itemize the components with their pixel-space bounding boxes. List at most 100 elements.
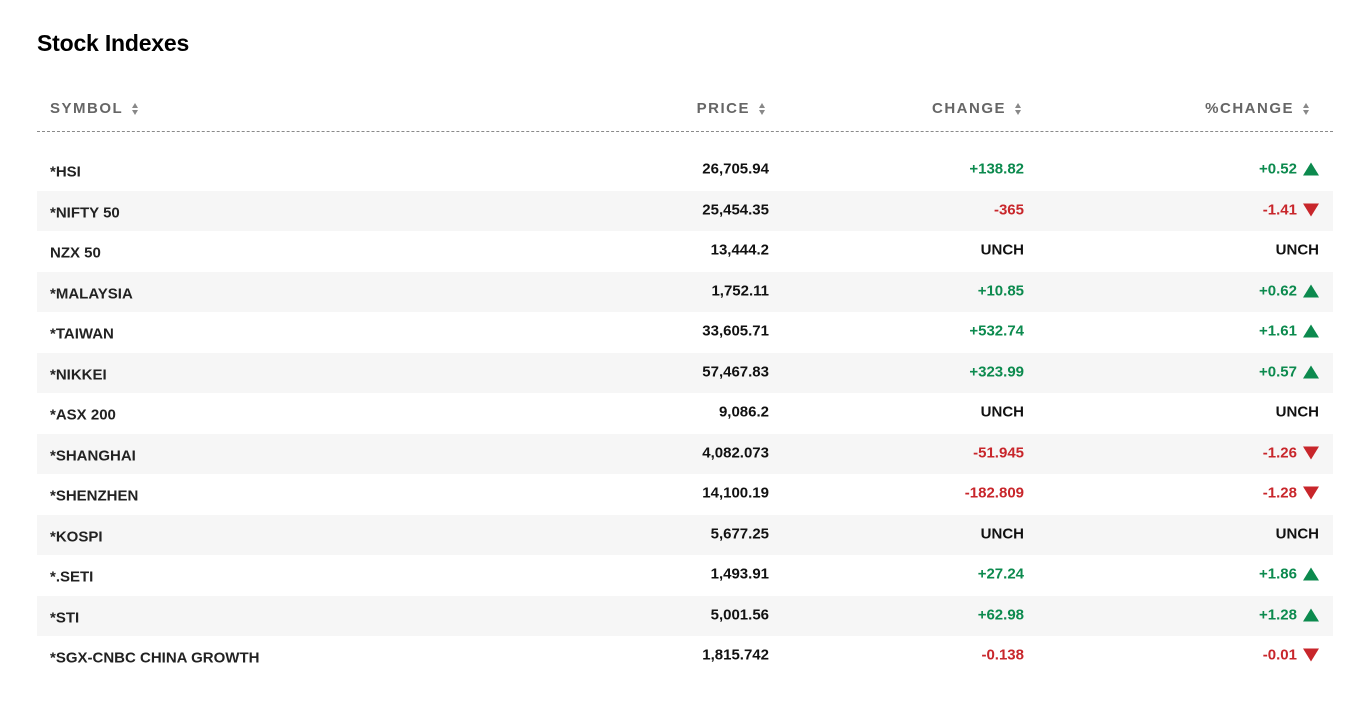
pct-change-value: UNCH [1275,525,1319,543]
price-value: 5,677.25 [710,525,769,543]
table-header: SYMBOL PRICE CHANGE %CHANGE [37,86,1333,132]
pct-change-value: UNCH [1275,403,1319,421]
price-value: 33,605.71 [702,322,769,340]
down-arrow-icon [1303,648,1319,662]
pct-change-value: +1.28 [1259,606,1297,624]
table-row[interactable]: *ASX 200 9,086.2 UNCH UNCH [37,393,1333,434]
price-value: 13,444.2 [710,241,769,259]
pct-change-cell: +1.61 [1259,323,1319,340]
change-value: +62.98 [977,606,1024,624]
price-value: 14,100.19 [702,484,769,502]
price-value: 1,815.742 [702,646,769,664]
pct-change-cell: +0.62 [1259,282,1319,299]
change-value: +27.24 [977,565,1024,583]
pct-change-value: +0.62 [1259,282,1297,300]
table-row[interactable]: *TAIWAN 33,605.71 +532.74 +1.61 [37,312,1333,353]
pct-change-cell: -1.41 [1263,201,1319,218]
up-arrow-icon [1303,162,1319,176]
column-header-change-label: CHANGE [931,100,1006,117]
table-row[interactable]: *STI 5,001.56 +62.98 +1.28 [37,595,1333,636]
pct-change-value: UNCH [1275,241,1319,259]
up-arrow-icon [1303,567,1319,581]
column-header-change[interactable]: CHANGE [932,100,1021,117]
change-value: UNCH [980,525,1024,543]
pct-change-cell: UNCH [1276,242,1319,259]
symbol-link[interactable]: *HSI [50,163,81,181]
symbol-link[interactable]: *NIKKEI [50,366,107,384]
pct-change-cell: -0.01 [1263,647,1319,664]
symbol-link[interactable]: NZX 50 [50,244,101,262]
page-title: Stock Indexes [37,30,190,56]
table-row[interactable]: *HSI 26,705.94 +138.82 +0.52 [37,150,1333,191]
price-value: 5,001.56 [710,606,769,624]
pct-change-value: -1.28 [1262,484,1297,502]
change-value: +10.85 [977,282,1024,300]
sort-icon[interactable] [759,102,765,115]
table-row[interactable]: *SHENZHEN 14,100.19 -182.809 -1.28 [37,474,1333,515]
table-row[interactable]: *SGX-CNBC CHINA GROWTH 1,815.742 -0.138 … [37,636,1333,677]
down-arrow-icon [1303,446,1319,460]
pct-change-cell: UNCH [1276,525,1319,542]
pct-change-value: +0.57 [1259,363,1297,381]
table-row[interactable]: *NIFTY 50 25,454.35 -365 -1.41 [37,190,1333,231]
pct-change-value: -1.41 [1262,201,1297,219]
down-arrow-icon [1303,486,1319,500]
symbol-link[interactable]: *.SETI [50,568,94,586]
symbol-link[interactable]: *SHENZHEN [50,487,139,505]
pct-change-value: -1.26 [1262,444,1297,462]
symbol-link[interactable]: *MALAYSIA [50,285,133,303]
pct-change-cell: +1.86 [1259,566,1319,583]
table-row[interactable]: *.SETI 1,493.91 +27.24 +1.86 [37,555,1333,596]
symbol-link[interactable]: *TAIWAN [50,325,114,343]
table-row[interactable]: *NIKKEI 57,467.83 +323.99 +0.57 [37,352,1333,393]
pct-change-cell: +1.28 [1259,606,1319,623]
up-arrow-icon [1303,365,1319,379]
down-arrow-icon [1303,203,1319,217]
price-value: 1,752.11 [711,282,769,300]
symbol-link[interactable]: *NIFTY 50 [50,204,120,222]
change-value: +323.99 [969,363,1024,381]
column-header-price-label: PRICE [696,100,750,117]
symbol-link[interactable]: *KOSPI [50,528,103,546]
symbol-link[interactable]: *ASX 200 [50,406,116,424]
change-value: -0.138 [981,646,1024,664]
column-header-pct-change-label: %CHANGE [1205,100,1294,117]
pct-change-value: +0.52 [1259,160,1297,178]
pct-change-cell: +0.57 [1259,363,1319,380]
table-row[interactable]: *KOSPI 5,677.25 UNCH UNCH [37,514,1333,555]
price-value: 25,454.35 [702,201,769,219]
pct-change-cell: -1.26 [1263,444,1319,461]
symbol-link[interactable]: *SGX-CNBC CHINA GROWTH [50,649,260,667]
table-row[interactable]: *SHANGHAI 4,082.073 -51.945 -1.26 [37,433,1333,474]
change-value: -365 [993,201,1024,219]
pct-change-value: +1.86 [1259,565,1297,583]
price-value: 1,493.91 [710,565,769,583]
pct-change-value: +1.61 [1259,322,1297,340]
stock-indexes-table: SYMBOL PRICE CHANGE %CHANGE *HSI 26,705.… [37,86,1333,677]
table-row[interactable]: NZX 50 13,444.2 UNCH UNCH [37,231,1333,272]
pct-change-cell: -1.28 [1263,485,1319,502]
price-value: 9,086.2 [718,403,769,421]
sort-icon[interactable] [1015,102,1021,115]
price-value: 4,082.073 [702,444,769,462]
column-header-pct-change[interactable]: %CHANGE [1205,100,1309,117]
table-row[interactable]: *MALAYSIA 1,752.11 +10.85 +0.62 [37,271,1333,312]
column-header-price[interactable]: PRICE [697,100,765,117]
change-value: -182.809 [964,484,1024,502]
change-value: UNCH [980,241,1024,259]
pct-change-value: -0.01 [1262,646,1297,664]
change-value: +532.74 [969,322,1024,340]
table-body: *HSI 26,705.94 +138.82 +0.52 *NIFTY 50 2… [37,150,1333,677]
symbol-link[interactable]: *STI [50,609,80,627]
pct-change-cell: +0.52 [1259,161,1319,178]
change-value: UNCH [980,403,1024,421]
column-header-symbol[interactable]: SYMBOL [50,100,139,117]
symbol-link[interactable]: *SHANGHAI [50,447,136,465]
sort-icon[interactable] [132,102,139,115]
pct-change-cell: UNCH [1276,404,1319,421]
sort-icon[interactable] [1303,102,1309,115]
price-value: 26,705.94 [702,160,769,178]
change-value: -51.945 [973,444,1024,462]
price-value: 57,467.83 [702,363,769,381]
